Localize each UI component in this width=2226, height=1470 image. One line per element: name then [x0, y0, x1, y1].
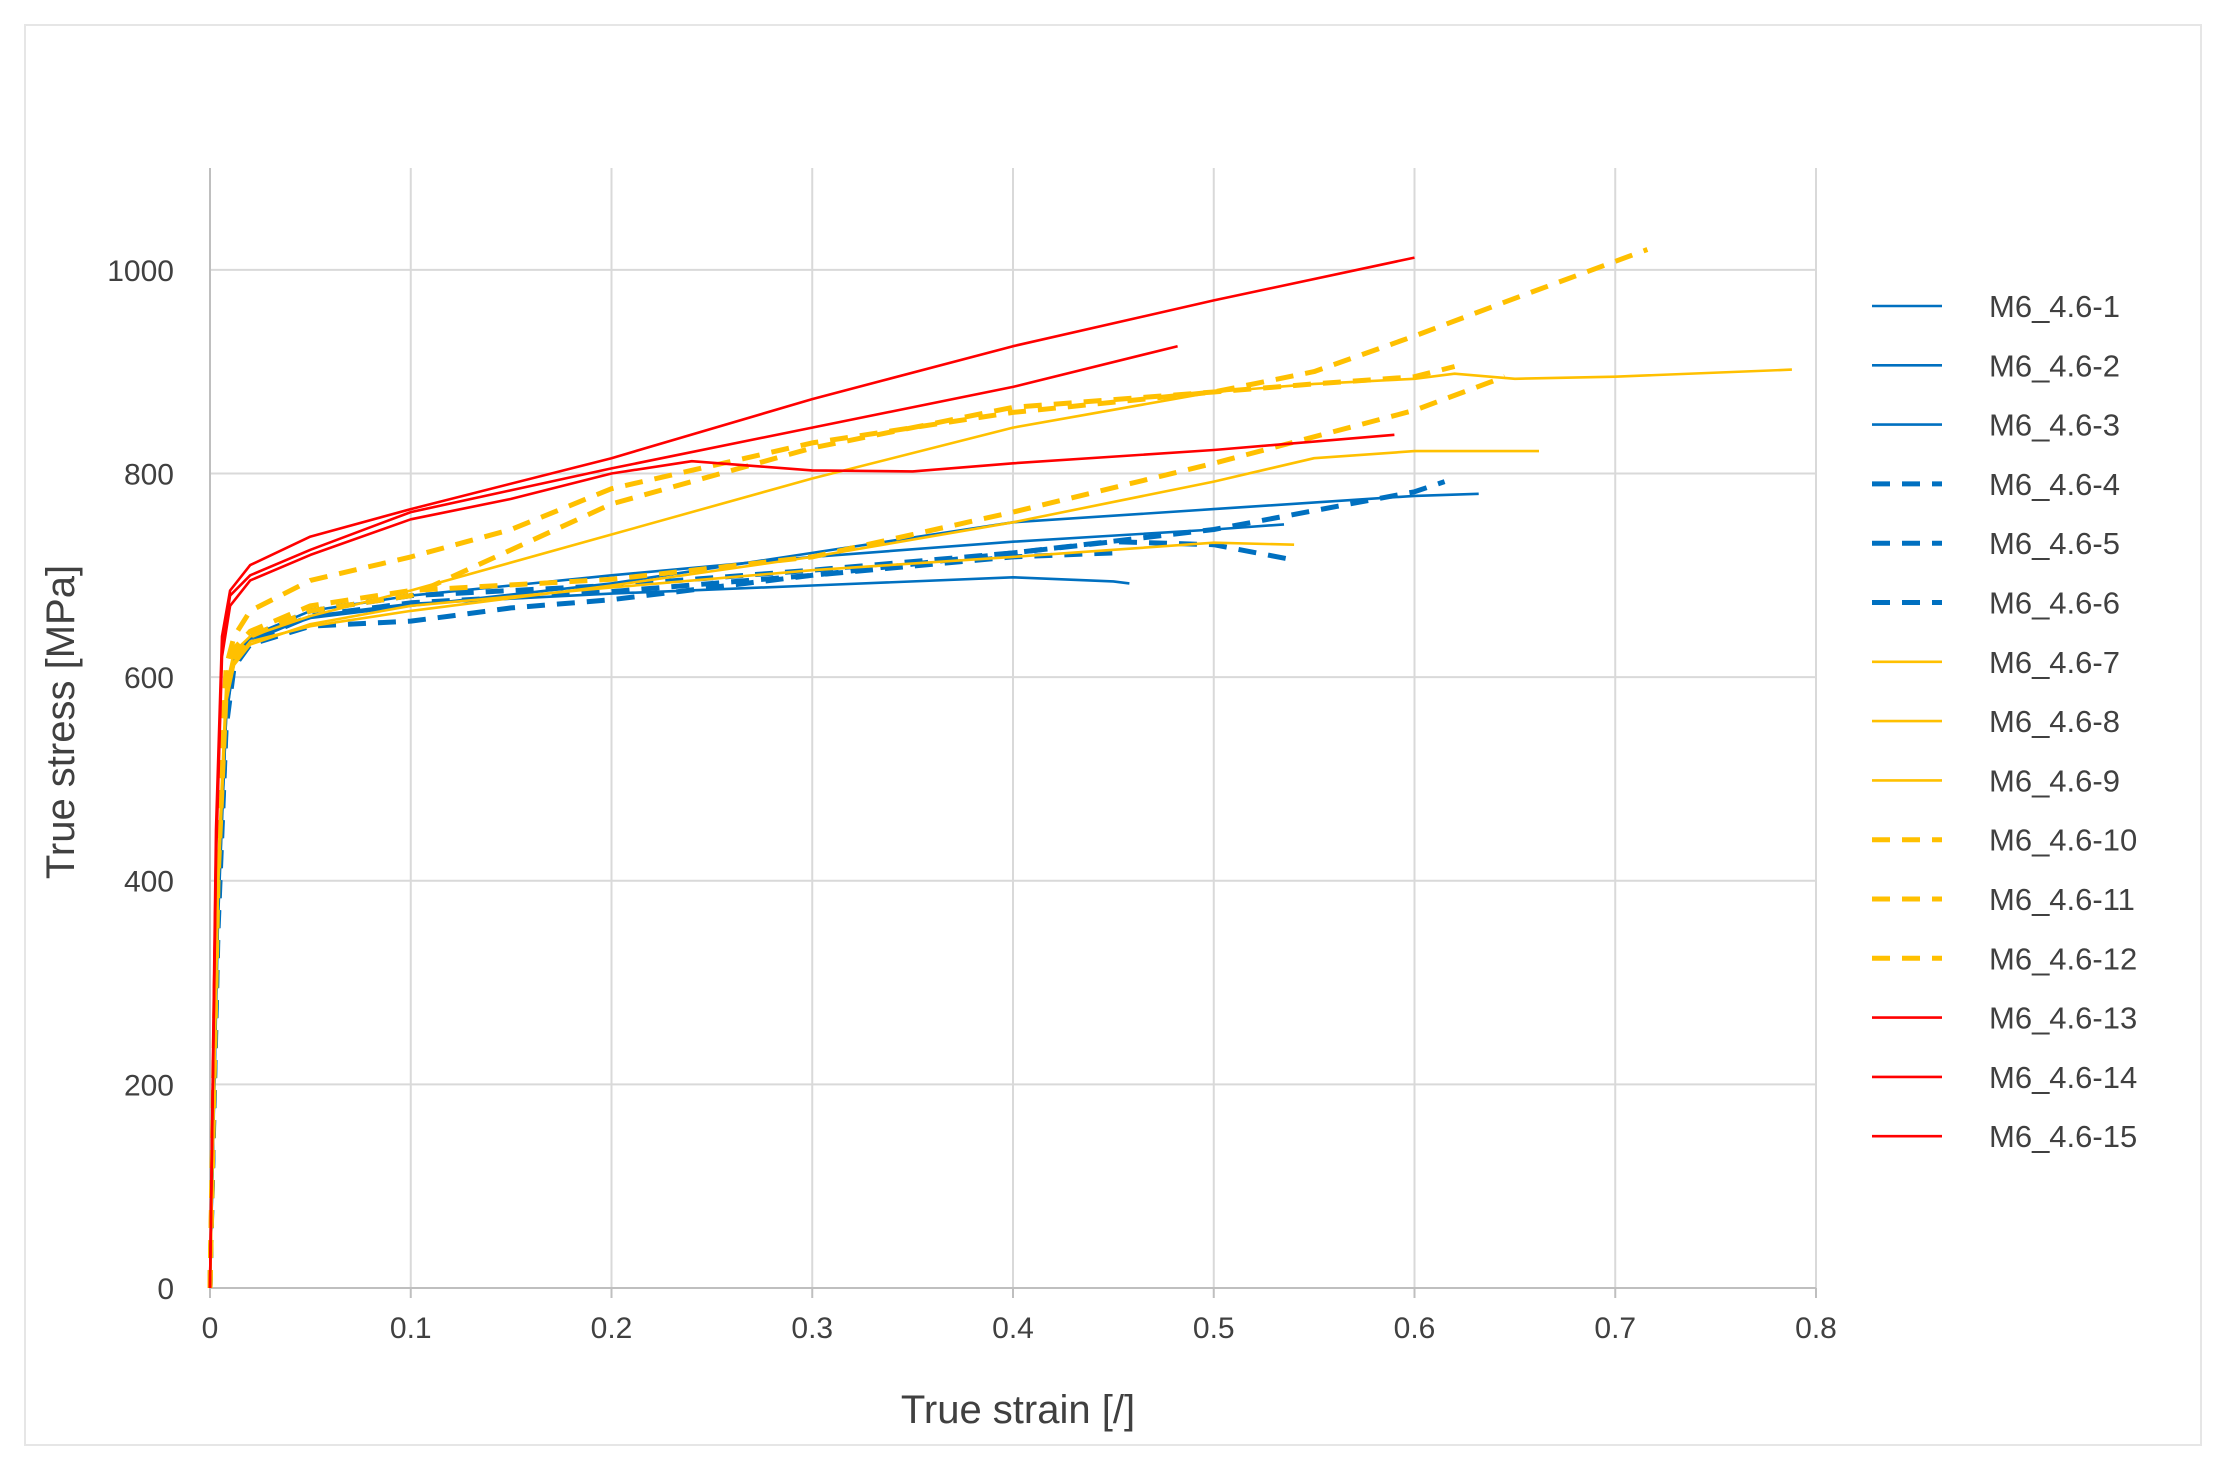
series-line-M6_4.6-15 [208, 433, 1395, 1289]
x-tick-label: 0.6 [1394, 1312, 1436, 1345]
legend-label: M6_4.6-13 [1989, 1001, 2137, 1036]
legend-label: M6_4.6-3 [1989, 408, 2120, 443]
series-line-M6_4.6-14 [208, 344, 1178, 1289]
x-tick-label: 0.2 [591, 1312, 633, 1345]
series-line-M6_4.6-10 [207, 247, 1649, 1289]
y-tick-label: 400 [124, 866, 174, 899]
x-tick-label: 0.1 [390, 1312, 432, 1345]
legend-label: M6_4.6-5 [1989, 526, 2120, 561]
legend-label: M6_4.6-15 [1989, 1119, 2137, 1154]
x-tick-label: 0.5 [1193, 1312, 1235, 1345]
legend-label: M6_4.6-10 [1989, 823, 2137, 858]
x-axis-title: True strain [/] [901, 1388, 1135, 1432]
series-line-M6_4.6-5 [207, 539, 1295, 1289]
legend-label: M6_4.6-11 [1989, 882, 2135, 917]
legend-label: M6_4.6-1 [1989, 289, 2120, 324]
series-line-M6_4.6-2 [208, 575, 1130, 1289]
x-tick-label: 0 [202, 1312, 219, 1345]
legend-label: M6_4.6-9 [1989, 763, 2120, 798]
axes [209, 168, 1817, 1298]
series-line-M6_4.6-9 [208, 541, 1295, 1289]
x-tick-label: 0.7 [1594, 1312, 1636, 1345]
gridlines [210, 168, 1817, 1288]
series-line-M6_4.6-7 [208, 449, 1539, 1289]
x-tick-label: 0.8 [1795, 1312, 1837, 1345]
chart-frame [24, 24, 2202, 1446]
legend: M6_4.6-1 M6_4.6-2 M6_4.6-3 M6_4.6-4 M6_4.6-5… [1872, 289, 2137, 1154]
y-tick-label: 800 [124, 458, 174, 491]
y-tick-label: 200 [124, 1069, 174, 1102]
legend-label: M6_4.6-8 [1989, 704, 2120, 739]
legend-label: M6_4.6-12 [1989, 941, 2137, 976]
y-tick-label: 600 [124, 662, 174, 695]
series-line-M6_4.6-4 [207, 479, 1446, 1289]
legend-label: M6_4.6-6 [1989, 586, 2120, 621]
y-tick-label: 1000 [107, 255, 174, 288]
series-lines [207, 247, 1792, 1289]
y-tick-label: 0 [157, 1273, 174, 1306]
legend-label: M6_4.6-14 [1989, 1060, 2137, 1095]
y-axis-title: True stress [MPa] [39, 565, 83, 879]
legend-label: M6_4.6-2 [1989, 348, 2120, 383]
tick-labels: 0 0.1 0.2 0.3 0.4 0.5 0.6 0.7 0.8 0 200 400 600 800 10… [107, 255, 1837, 1345]
x-tick-label: 0.3 [791, 1312, 833, 1345]
legend-label: M6_4.6-4 [1989, 467, 2120, 502]
x-tick-label: 0.4 [992, 1312, 1034, 1345]
series-line-M6_4.6-12 [207, 364, 1456, 1289]
series-line-M6_4.6-3 [208, 523, 1285, 1289]
series-line-M6_4.6-8 [208, 368, 1792, 1289]
legend-label: M6_4.6-7 [1989, 645, 2120, 680]
series-line-M6_4.6-6 [207, 550, 1114, 1289]
